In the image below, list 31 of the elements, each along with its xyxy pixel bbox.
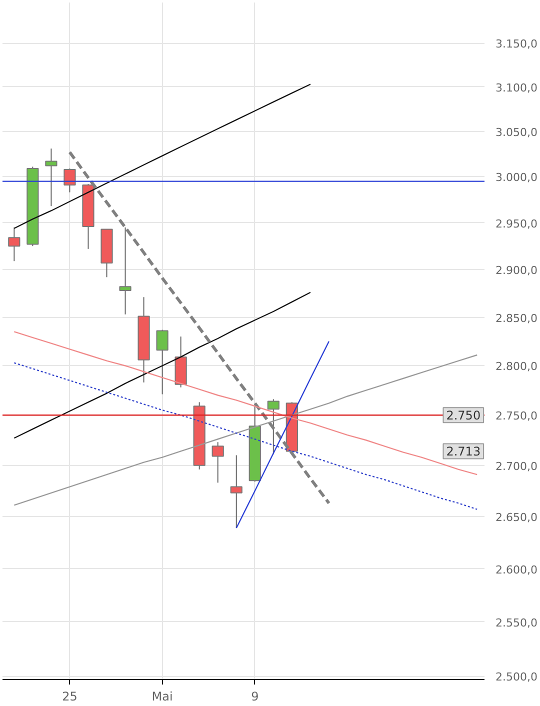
y-tick-label: 2.850,0 <box>496 312 538 325</box>
line-series <box>14 84 312 229</box>
line-series <box>14 331 478 476</box>
candlestick <box>45 148 58 207</box>
y-tick-label: 2.550,0 <box>496 616 538 630</box>
y-tick-label: 2.950,0 <box>496 217 538 230</box>
candlestick <box>230 454 242 528</box>
y-tick-label: 2.800,0 <box>496 360 538 374</box>
x-tick-label: Mai <box>152 690 173 704</box>
annotation: 2.750 <box>446 408 481 423</box>
y-tick-label: 3.000,0 <box>496 171 538 184</box>
candlestick <box>212 442 224 484</box>
y-tick-label: 2.650,0 <box>496 511 538 524</box>
y-tick-label: 2.750,0 <box>496 410 538 423</box>
line-series <box>68 150 330 505</box>
y-tick-label: 2.700,0 <box>496 460 538 473</box>
candlestick <box>64 168 76 193</box>
candlestick <box>267 398 280 455</box>
annotation: 2.713 <box>446 444 481 459</box>
line-series <box>14 292 312 439</box>
y-tick-label: 3.100,0 <box>496 81 538 94</box>
y-tick-label: 3.050,0 <box>496 126 538 139</box>
candlestick <box>156 329 168 395</box>
candlestick <box>8 226 20 262</box>
y-tick-label: 2.600,0 <box>496 563 538 576</box>
x-tick-label: 9 <box>251 690 259 704</box>
y-tick-label: 2.900,0 <box>496 264 538 278</box>
y-tick-label: 2.500,0 <box>496 670 538 684</box>
x-tick-label: 25 <box>62 690 78 704</box>
candlestick <box>119 226 132 315</box>
y-tick-label: 3.150,0 <box>496 38 538 51</box>
